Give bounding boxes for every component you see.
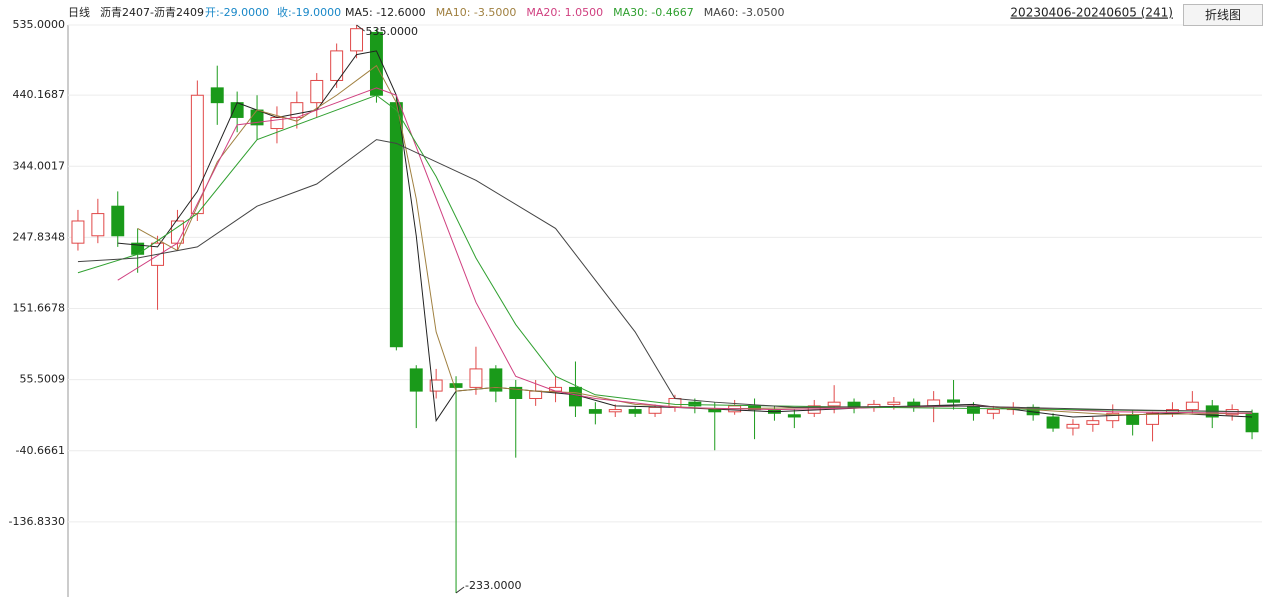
candle-body [1106,412,1120,422]
candle-body [1046,416,1060,429]
candle-body [350,28,364,52]
candle-body [310,79,324,104]
candle-body [628,409,642,414]
candle-body [787,414,801,418]
legend-label: MA5: -12.6000 [345,6,426,19]
candle-body [588,409,602,414]
candle-body [409,368,423,392]
candle-body [568,386,582,407]
candle-body [509,386,523,399]
candle-body [429,379,443,392]
y-tick-label: 247.8348 [13,230,66,243]
candle-body [688,401,702,407]
candle-body [71,220,85,244]
candle-body [1225,409,1239,416]
candle-body [1086,420,1100,425]
open-text: 开:-29.0000 [205,6,269,19]
ma-line [117,87,1253,414]
candle-body [608,409,622,413]
candle-body [369,31,383,96]
candle-body [469,368,483,388]
y-tick-label: 535.0000 [13,18,66,31]
candle-body [1126,414,1140,425]
candle-body [1185,401,1199,411]
candle-body [489,368,503,392]
y-tick-label: 344.0017 [13,159,66,172]
line-chart-button[interactable]: 折线图 [1183,4,1263,26]
min-label: -233.0000 [465,579,521,592]
legend-label: MA30: -0.4667 [613,6,694,19]
y-tick-label: 440.1687 [13,88,66,101]
candle-body [986,409,1000,414]
candle-body [91,213,105,237]
legend-label: MA60: -3.0500 [704,6,785,19]
candle-body [708,409,722,413]
ma-line [117,50,1253,423]
ma-line [77,139,1253,413]
candle-body [449,383,463,388]
candle-body [389,102,403,348]
candle-body [947,399,961,403]
candle-body [1066,423,1080,429]
candle-body [1146,412,1160,425]
max-label: 535.0000 [366,25,419,38]
date-range: 20230406-20240605 (241) [1010,6,1173,20]
legend-label: MA10: -3.5000 [436,6,517,19]
y-tick-label: 151.6678 [13,302,66,315]
min-pointer [455,586,465,594]
candle-body [529,390,543,399]
candle-body [111,205,125,237]
candle-body [966,405,980,414]
candle-body [907,401,921,407]
candle-body [648,406,662,414]
symbol: 沥青2407-沥青2409 [100,6,204,19]
legend-label: MA20: 1.0500 [526,6,603,19]
candle-body [210,87,224,104]
candle-body [827,401,841,407]
candle-body [887,401,901,405]
y-tick-label: 55.5009 [20,373,66,386]
candle-body [230,102,244,118]
close-text: 收:-19.0000 [277,5,341,19]
candle-body [290,102,304,118]
max-pointer [356,24,365,32]
y-tick-label: -136.8330 [9,515,65,528]
period: 日线 [68,5,90,19]
candle-body [330,50,344,81]
ma-line [137,64,1253,416]
y-tick-label: -40.6661 [16,444,65,457]
candle-body [1245,412,1259,433]
ma-line [77,94,1253,413]
